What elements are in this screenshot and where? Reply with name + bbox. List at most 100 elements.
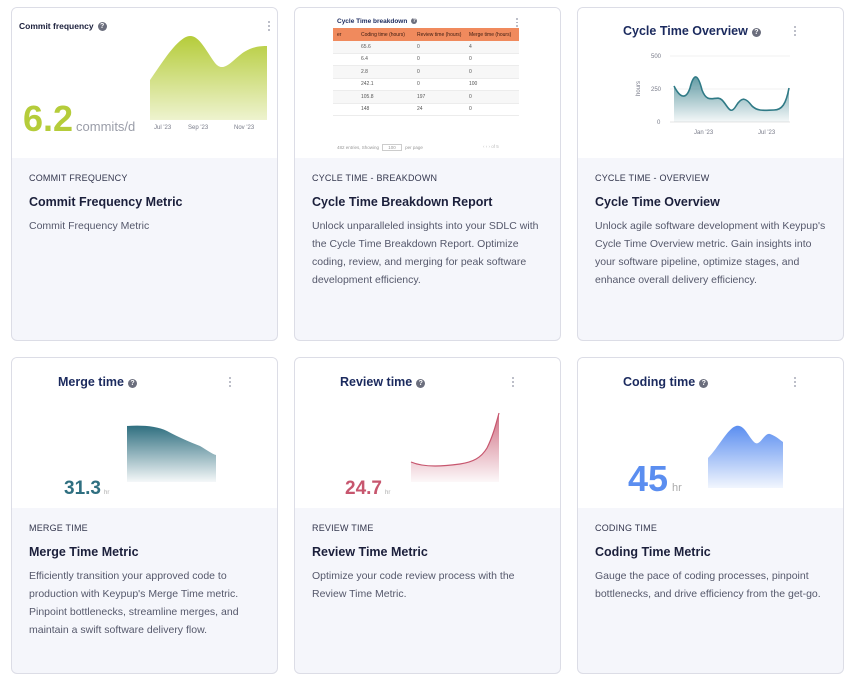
card-cycle-time-overview[interactable]: Cycle Time Overview? 500 250 0 hours Jan… xyxy=(577,7,844,341)
y-tick: 500 xyxy=(651,54,662,60)
table-row: 105.8 197 0 xyxy=(333,91,519,104)
footer-suffix: per page xyxy=(405,145,423,150)
x-tick: Jul '23 xyxy=(758,130,776,136)
table-cell: 0 xyxy=(417,43,420,50)
card-preview: Cycle Time breakdown? er Coding time (ho… xyxy=(295,8,560,158)
card-category: MERGE TIME xyxy=(29,523,88,533)
footer-text: 482 entries, Showing xyxy=(337,145,380,150)
card-category: CYCLE TIME - BREAKDOWN xyxy=(312,173,438,183)
merge-time-chart xyxy=(127,425,216,482)
table-row: 6.4 0 0 xyxy=(333,54,519,66)
pagination[interactable]: ‹ ‹ › of 5 xyxy=(483,144,499,149)
card-description: Unlock agile software development with K… xyxy=(595,220,826,286)
table-cell: 242.1 xyxy=(361,81,374,88)
column-header: Merge time (hours) xyxy=(469,31,512,38)
metric-value: 45 hr xyxy=(628,458,682,499)
help-icon: ? xyxy=(751,28,761,37)
preview-title: Cycle Time breakdown? xyxy=(337,18,418,25)
card-title: Cycle Time Breakdown Report xyxy=(312,195,493,209)
table-cell: 0 xyxy=(469,93,472,100)
line-series xyxy=(673,76,790,112)
card-description: Commit Frequency Metric xyxy=(29,220,150,232)
column-header: Review time (hours) xyxy=(417,31,462,38)
help-icon: ? xyxy=(416,379,426,388)
table-cell: 65.6 xyxy=(361,43,371,50)
cycle-time-chart: 500 250 0 hours Jan '23 Jul '23 xyxy=(636,54,790,136)
preview-title: Coding time? xyxy=(623,375,709,389)
table-cell: 24 xyxy=(417,106,423,113)
table-row: 2.8 0 0 xyxy=(333,66,519,79)
card-review-time[interactable]: Review time? 24.7 hr REVIEW TIME Review T… xyxy=(294,357,561,674)
help-icon: ? xyxy=(699,379,709,388)
preview-title: Merge time? xyxy=(58,375,137,389)
kebab-menu-icon[interactable] xyxy=(512,377,514,389)
card-preview: Review time? 24.7 hr xyxy=(295,358,560,508)
table-cell: 0 xyxy=(417,56,420,63)
table-row: 65.6 0 4 xyxy=(333,41,519,54)
help-icon: ? xyxy=(411,18,418,24)
metric-unit: hr xyxy=(103,490,110,496)
card-title: Cycle Time Overview xyxy=(595,195,720,209)
table-row: 242.1 0 100 xyxy=(333,79,519,91)
table-cell: 148 xyxy=(361,106,370,113)
y-axis-label: hours xyxy=(636,81,642,96)
card-description: Optimize your code review process with t… xyxy=(312,570,515,600)
table-cell: 4 xyxy=(469,43,472,50)
table-cell: 0 xyxy=(417,81,420,88)
card-description: Efficiently transition your approved cod… xyxy=(29,570,239,636)
table-cell: 0 xyxy=(469,106,472,113)
preview-title: Commit frequency? xyxy=(19,21,107,31)
help-icon: ? xyxy=(128,379,137,388)
card-cycle-time-breakdown[interactable]: Cycle Time breakdown? er Coding time (ho… xyxy=(294,7,561,341)
card-commit-frequency[interactable]: Commit frequency? Jul '23 Sep '23 Nov '2… xyxy=(11,7,278,341)
column-header: er xyxy=(337,31,342,38)
card-preview: Coding time? 45 hr xyxy=(578,358,843,508)
card-title: Commit Frequency Metric xyxy=(29,195,183,209)
card-category: CYCLE TIME - OVERVIEW xyxy=(595,173,710,183)
metric-value: 24.7 hr xyxy=(345,478,391,499)
table-cell: 6.4 xyxy=(361,56,368,63)
card-preview: Merge time? 31.3 hr xyxy=(12,358,277,508)
table-cell: 100 xyxy=(469,81,478,88)
preview-title: Review time? xyxy=(340,375,426,389)
preview-title: Cycle Time Overview? xyxy=(623,24,761,38)
table-cell: 0 xyxy=(469,68,472,75)
card-description: Gauge the pace of coding processes, pinp… xyxy=(595,570,821,600)
table-header: er Coding time (hours) Review time (hour… xyxy=(333,28,519,41)
kebab-menu-icon[interactable] xyxy=(516,18,518,29)
area-series xyxy=(708,425,783,488)
area-series xyxy=(127,425,216,482)
table-cell: 197 xyxy=(417,93,426,100)
column-header: Coding time (hours) xyxy=(361,31,405,38)
help-icon: ? xyxy=(97,22,107,31)
metric-value: 31.3 hr xyxy=(64,478,110,499)
table-cell: 0 xyxy=(417,68,420,75)
card-preview: Cycle Time Overview? 500 250 0 hours Jan… xyxy=(578,8,843,158)
card-category: REVIEW TIME xyxy=(312,523,374,533)
page-size-select[interactable]: 100 xyxy=(382,144,402,151)
kebab-menu-icon[interactable] xyxy=(229,377,231,389)
metric-unit: commits/d xyxy=(76,119,136,134)
y-tick: 250 xyxy=(651,87,662,93)
line-series xyxy=(410,412,500,467)
metric-unit: hr xyxy=(672,482,682,494)
area-series xyxy=(411,413,499,482)
table-cell: 105.8 xyxy=(361,93,374,100)
card-title: Review Time Metric xyxy=(312,545,428,559)
card-preview: Commit frequency? Jul '23 Sep '23 Nov '2… xyxy=(12,8,277,158)
card-merge-time[interactable]: Merge time? 31.3 hr MERGE TIME Merge Time… xyxy=(11,357,278,674)
coding-time-chart xyxy=(708,425,783,488)
card-coding-time[interactable]: Coding time? 45 hr CODING TIME Coding Tim… xyxy=(577,357,844,674)
x-tick: Jan '23 xyxy=(694,130,714,136)
kebab-menu-icon[interactable] xyxy=(794,26,796,38)
commit-frequency-chart: Jul '23 Sep '23 Nov '23 xyxy=(150,36,267,131)
card-category: CODING TIME xyxy=(595,523,658,533)
kebab-menu-icon[interactable] xyxy=(794,377,796,389)
card-title: Coding Time Metric xyxy=(595,545,711,559)
area-series xyxy=(150,36,267,120)
kebab-menu-icon[interactable] xyxy=(268,21,270,33)
breakdown-table: er Coding time (hours) Review time (hour… xyxy=(333,28,519,116)
table-cell: 0 xyxy=(469,56,472,63)
x-tick: Nov '23 xyxy=(234,125,255,131)
